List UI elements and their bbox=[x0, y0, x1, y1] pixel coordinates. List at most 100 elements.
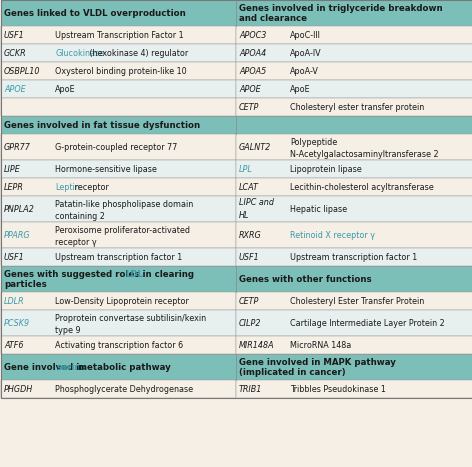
Bar bbox=[236, 98, 472, 116]
Text: N-Acetylgalactosaminyltransferase 2: N-Acetylgalactosaminyltransferase 2 bbox=[290, 150, 438, 159]
Bar bbox=[1, 354, 472, 380]
Bar bbox=[1, 44, 236, 62]
Text: type 9: type 9 bbox=[55, 326, 81, 335]
Text: APOA4: APOA4 bbox=[239, 49, 266, 57]
Text: HL: HL bbox=[239, 211, 250, 220]
Text: Gene involved in MAPK pathway: Gene involved in MAPK pathway bbox=[239, 358, 396, 367]
Text: CETP: CETP bbox=[239, 297, 260, 305]
Bar bbox=[236, 196, 472, 222]
Bar bbox=[236, 160, 472, 178]
Bar bbox=[236, 134, 472, 160]
Bar bbox=[1, 336, 236, 354]
Text: GALNT2: GALNT2 bbox=[239, 142, 271, 151]
Text: ApoA-V: ApoA-V bbox=[290, 66, 319, 76]
Bar bbox=[1, 0, 472, 26]
Text: Upstream transcription factor 1: Upstream transcription factor 1 bbox=[290, 253, 417, 262]
Text: APOC3: APOC3 bbox=[239, 30, 266, 40]
Text: serine: serine bbox=[57, 363, 87, 372]
Bar bbox=[1, 248, 236, 266]
Text: Upstream transcription factor 1: Upstream transcription factor 1 bbox=[55, 253, 182, 262]
Text: Genes linked to VLDL overproduction: Genes linked to VLDL overproduction bbox=[4, 9, 186, 18]
Bar bbox=[1, 0, 472, 398]
Text: Activating transcription factor 6: Activating transcription factor 6 bbox=[55, 340, 183, 349]
Text: G-protein-coupled receptor 77: G-protein-coupled receptor 77 bbox=[55, 142, 177, 151]
Text: Upstream Transcription Factor 1: Upstream Transcription Factor 1 bbox=[55, 30, 184, 40]
Bar bbox=[1, 160, 236, 178]
Text: ApoA-IV: ApoA-IV bbox=[290, 49, 321, 57]
Text: Patatin-like phospholipase domain: Patatin-like phospholipase domain bbox=[55, 200, 193, 209]
Text: USF1: USF1 bbox=[4, 30, 25, 40]
Text: Hepatic lipase: Hepatic lipase bbox=[290, 205, 347, 213]
Text: and clearance: and clearance bbox=[239, 14, 307, 23]
Bar bbox=[236, 292, 472, 310]
Text: Glucokinase: Glucokinase bbox=[55, 49, 104, 57]
Text: LEPR: LEPR bbox=[4, 183, 24, 191]
Text: PCSK9: PCSK9 bbox=[4, 318, 30, 327]
Text: receptor: receptor bbox=[72, 183, 110, 191]
Text: CILP2: CILP2 bbox=[239, 318, 261, 327]
Text: APOE: APOE bbox=[239, 85, 261, 93]
Text: LDLR: LDLR bbox=[4, 297, 25, 305]
Text: Genes involved in fat tissue dysfunction: Genes involved in fat tissue dysfunction bbox=[4, 121, 200, 130]
Bar bbox=[1, 26, 236, 44]
Bar bbox=[236, 178, 472, 196]
Text: CETP: CETP bbox=[239, 102, 260, 112]
Text: Cholesteryl Ester Transfer Protein: Cholesteryl Ester Transfer Protein bbox=[290, 297, 424, 305]
Text: receptor γ: receptor γ bbox=[55, 238, 97, 247]
Text: LPL: LPL bbox=[239, 164, 253, 174]
Text: Phosphoglycerate Dehydrogenase: Phosphoglycerate Dehydrogenase bbox=[55, 384, 193, 394]
Text: APOA5: APOA5 bbox=[239, 66, 266, 76]
Bar bbox=[236, 310, 472, 336]
Bar bbox=[1, 380, 236, 398]
Bar bbox=[1, 178, 236, 196]
Text: ApoC-III: ApoC-III bbox=[290, 30, 321, 40]
Text: Low-Density Lipoprotein receptor: Low-Density Lipoprotein receptor bbox=[55, 297, 189, 305]
Text: PNPLA2: PNPLA2 bbox=[4, 205, 35, 213]
Bar bbox=[1, 292, 236, 310]
Text: GCKR: GCKR bbox=[4, 49, 26, 57]
Text: PHGDH: PHGDH bbox=[4, 384, 33, 394]
Bar bbox=[1, 196, 236, 222]
Text: particles: particles bbox=[4, 281, 47, 290]
Text: TRIB1: TRIB1 bbox=[239, 384, 262, 394]
Text: Genes with other functions: Genes with other functions bbox=[239, 276, 371, 284]
Bar bbox=[1, 134, 236, 160]
Text: GPR77: GPR77 bbox=[4, 142, 31, 151]
Text: MIR148A: MIR148A bbox=[239, 340, 275, 349]
Bar bbox=[1, 222, 236, 248]
Text: Peroxisome proliferator-activated: Peroxisome proliferator-activated bbox=[55, 226, 190, 235]
Bar bbox=[236, 80, 472, 98]
Text: Oxysterol binding protein-like 10: Oxysterol binding protein-like 10 bbox=[55, 66, 186, 76]
Bar bbox=[1, 116, 472, 134]
Text: Proprotein convertase subtilisin/kexin: Proprotein convertase subtilisin/kexin bbox=[55, 314, 206, 323]
Text: Cholesteryl ester transfer protein: Cholesteryl ester transfer protein bbox=[290, 102, 424, 112]
Text: ApoE: ApoE bbox=[290, 85, 311, 93]
Text: ATF6: ATF6 bbox=[4, 340, 24, 349]
Text: USF1: USF1 bbox=[239, 253, 260, 262]
Text: Lipoprotein lipase: Lipoprotein lipase bbox=[290, 164, 362, 174]
Bar bbox=[236, 44, 472, 62]
Text: Polypeptide: Polypeptide bbox=[290, 138, 337, 148]
Bar bbox=[1, 98, 236, 116]
Text: ApoE: ApoE bbox=[55, 85, 76, 93]
Text: Cartilage Intermediate Layer Protein 2: Cartilage Intermediate Layer Protein 2 bbox=[290, 318, 445, 327]
Text: Genes involved in triglyceride breakdown: Genes involved in triglyceride breakdown bbox=[239, 4, 443, 13]
Text: metabolic pathway: metabolic pathway bbox=[76, 363, 171, 372]
Text: PPARG: PPARG bbox=[4, 231, 31, 240]
Text: LIPC and: LIPC and bbox=[239, 198, 274, 207]
Bar bbox=[236, 248, 472, 266]
Text: Genes with suggested roles in clearing: Genes with suggested roles in clearing bbox=[4, 269, 197, 279]
Text: LIPE: LIPE bbox=[4, 164, 21, 174]
Text: Tribbles Pseudokinase 1: Tribbles Pseudokinase 1 bbox=[290, 384, 386, 394]
Text: Gene involved in: Gene involved in bbox=[4, 363, 88, 372]
Text: Retinoid X receptor γ: Retinoid X receptor γ bbox=[290, 231, 375, 240]
Bar bbox=[1, 266, 472, 292]
Bar bbox=[236, 62, 472, 80]
Text: Hormone-sensitive lipase: Hormone-sensitive lipase bbox=[55, 164, 157, 174]
Text: (hexokinase 4) regulator: (hexokinase 4) regulator bbox=[87, 49, 188, 57]
Bar bbox=[236, 336, 472, 354]
Text: APOE: APOE bbox=[4, 85, 25, 93]
Text: RXRG: RXRG bbox=[239, 231, 262, 240]
Text: LDL: LDL bbox=[125, 269, 143, 279]
Bar bbox=[236, 222, 472, 248]
